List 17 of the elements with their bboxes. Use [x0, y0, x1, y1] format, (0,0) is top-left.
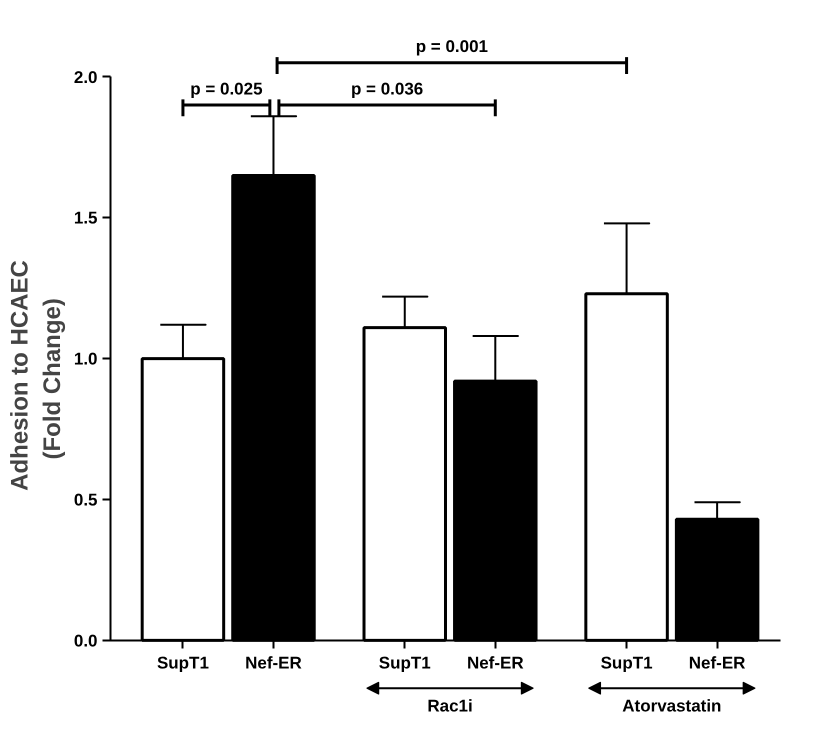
y-tick-label: 1.5 [74, 208, 98, 228]
x-tick-label: SupT1 [600, 653, 653, 672]
y-tick-label: 0.5 [74, 490, 98, 510]
text: Rac1i [427, 696, 473, 716]
x-tick-label: Nef-ER [466, 653, 524, 672]
x-tick-label: SupT1 [156, 653, 209, 672]
annotation: p = 0.025 [190, 79, 263, 98]
y-tick-label: 1.0 [74, 350, 98, 369]
text: Atorvastatin [622, 696, 722, 716]
text: p = 0.001 [416, 37, 488, 56]
x-tick-label: Nef-ER [245, 653, 302, 672]
x-tick-label: Nef-ER [688, 653, 746, 672]
y-tick-label: 0.0 [74, 631, 98, 650]
y-axis-title: Adhesion to HCAEC (Fold Change) [6, 260, 66, 491]
x-tick-label: SupT1 [378, 653, 431, 672]
y-tick-label: 2.0 [74, 68, 98, 87]
annotation: p = 0.036 [350, 79, 424, 98]
